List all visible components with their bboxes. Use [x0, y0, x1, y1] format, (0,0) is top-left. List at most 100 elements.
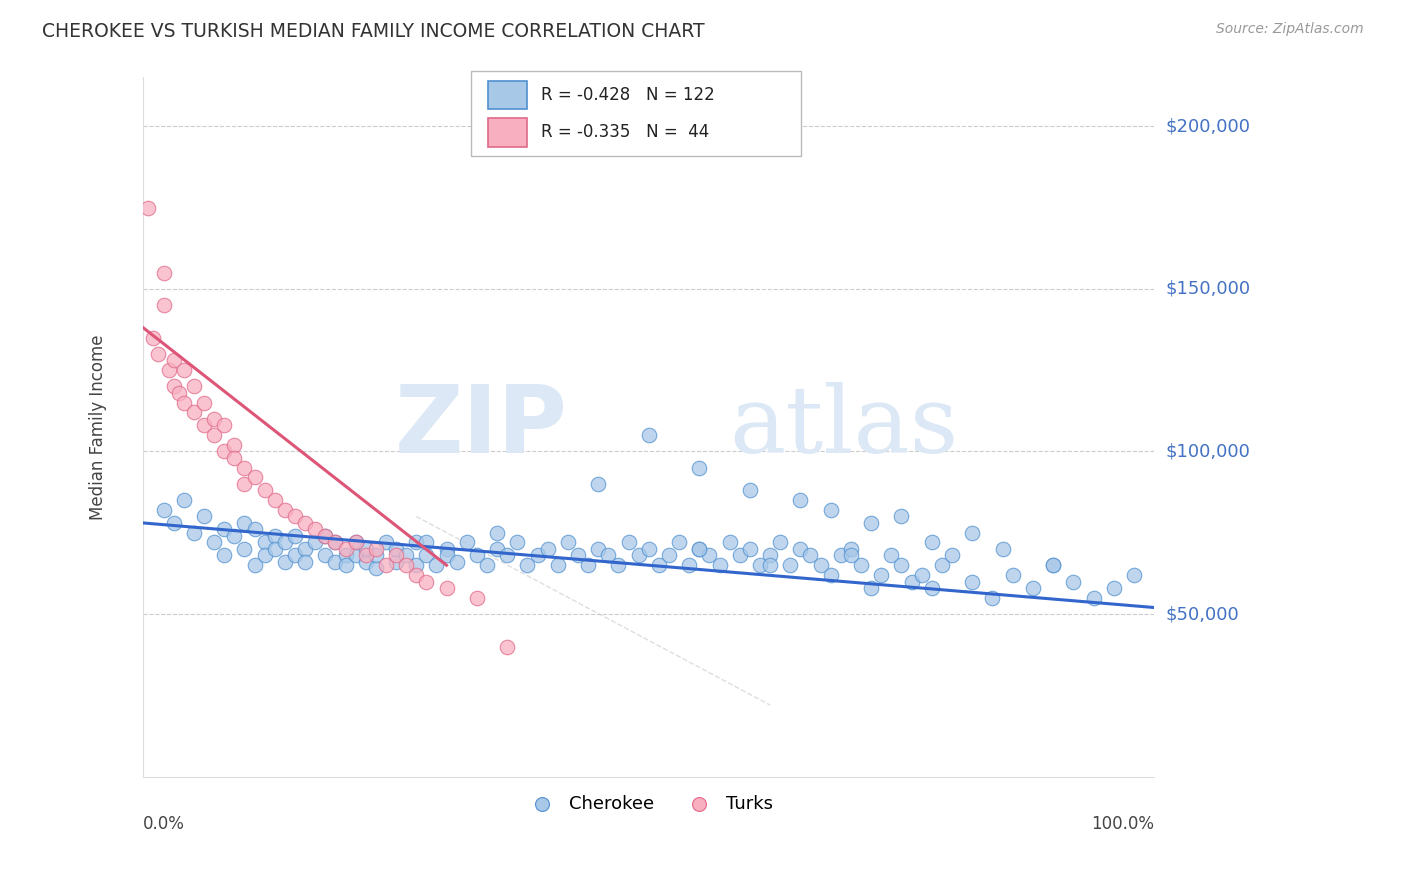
Point — [183, 405, 205, 419]
Point — [567, 549, 589, 563]
Point — [364, 549, 387, 563]
Point — [537, 541, 560, 556]
Point — [243, 470, 266, 484]
Point — [354, 555, 377, 569]
Point — [405, 568, 427, 582]
Point — [405, 558, 427, 573]
Point — [586, 541, 609, 556]
Point — [344, 535, 367, 549]
Point — [900, 574, 922, 589]
Point — [385, 549, 408, 563]
Text: R = -0.335   N =  44: R = -0.335 N = 44 — [541, 123, 710, 141]
Point — [344, 549, 367, 563]
Point — [576, 558, 599, 573]
Point — [1001, 568, 1024, 582]
Point — [506, 535, 529, 549]
Point — [1102, 581, 1125, 595]
Point — [658, 549, 681, 563]
Text: $150,000: $150,000 — [1166, 280, 1250, 298]
Point — [152, 298, 174, 312]
Text: $50,000: $50,000 — [1166, 605, 1239, 623]
Point — [314, 529, 336, 543]
Point — [233, 541, 256, 556]
Point — [263, 529, 285, 543]
Point — [436, 581, 458, 595]
Point — [354, 541, 377, 556]
Point — [759, 558, 782, 573]
Point — [167, 385, 190, 400]
Point — [224, 529, 246, 543]
Point — [364, 561, 387, 575]
Point — [789, 541, 811, 556]
Point — [617, 535, 640, 549]
Point — [668, 535, 690, 549]
Point — [212, 549, 235, 563]
Point — [456, 535, 478, 549]
Point — [1062, 574, 1084, 589]
Point — [173, 395, 195, 409]
Text: Median Family Income: Median Family Income — [89, 334, 107, 520]
Point — [284, 529, 307, 543]
Point — [486, 525, 509, 540]
Point — [718, 535, 741, 549]
Point — [243, 523, 266, 537]
Point — [465, 549, 488, 563]
Point — [931, 558, 953, 573]
Point — [344, 535, 367, 549]
Point — [304, 523, 326, 537]
Point — [709, 558, 731, 573]
Point — [294, 541, 316, 556]
Point — [637, 428, 659, 442]
Point — [193, 395, 215, 409]
Point — [335, 558, 357, 573]
Point — [274, 555, 297, 569]
Point — [880, 549, 903, 563]
Point — [738, 541, 761, 556]
Point — [839, 549, 862, 563]
Point — [688, 460, 710, 475]
Point — [212, 444, 235, 458]
Text: atlas: atlas — [730, 382, 959, 472]
Text: R = -0.428   N = 122: R = -0.428 N = 122 — [541, 87, 716, 104]
Point — [648, 558, 671, 573]
Point — [284, 509, 307, 524]
Point — [799, 549, 821, 563]
Point — [385, 555, 408, 569]
Point — [202, 428, 225, 442]
Point — [1083, 591, 1105, 605]
Point — [152, 266, 174, 280]
Point — [163, 353, 186, 368]
Point — [138, 201, 160, 215]
Point — [688, 541, 710, 556]
Text: $200,000: $200,000 — [1166, 117, 1250, 136]
Text: CHEROKEE VS TURKISH MEDIAN FAMILY INCOME CORRELATION CHART: CHEROKEE VS TURKISH MEDIAN FAMILY INCOME… — [42, 22, 704, 41]
Point — [325, 555, 347, 569]
Point — [253, 483, 276, 498]
Point — [253, 549, 276, 563]
Point — [233, 460, 256, 475]
Point — [395, 549, 418, 563]
Point — [183, 525, 205, 540]
Point — [274, 535, 297, 549]
Point — [860, 516, 883, 530]
Point — [233, 477, 256, 491]
Point — [233, 516, 256, 530]
Point — [142, 330, 165, 344]
Point — [374, 535, 396, 549]
Point — [335, 549, 357, 563]
Point — [678, 558, 700, 573]
Point — [212, 418, 235, 433]
Point — [849, 558, 872, 573]
Point — [738, 483, 761, 498]
Point — [960, 525, 983, 540]
Point — [637, 541, 659, 556]
Point — [789, 493, 811, 508]
Point — [446, 555, 468, 569]
Point — [830, 549, 852, 563]
Point — [364, 541, 387, 556]
Point — [890, 509, 912, 524]
Point — [890, 558, 912, 573]
Point — [960, 574, 983, 589]
Text: $100,000: $100,000 — [1166, 442, 1250, 460]
Point — [496, 549, 519, 563]
